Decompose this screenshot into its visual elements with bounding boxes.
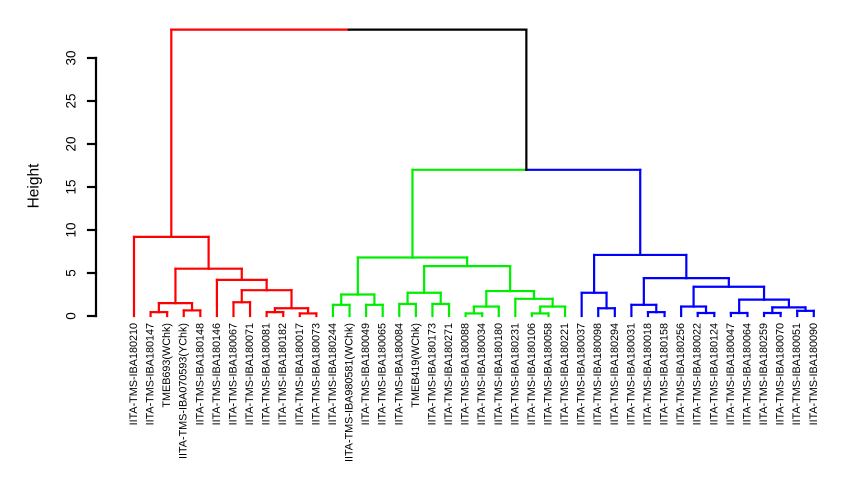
leaf-label: IITA-TMS-IBA180244 xyxy=(327,323,339,425)
leaf-label: IITA-TMS-IBA180158 xyxy=(659,323,671,425)
leaf-label: IITA-TMS-IBA180173 xyxy=(426,323,438,425)
leaf-label: IITA-TMS-IBA180098 xyxy=(592,323,604,425)
leaf-label: IITA-TMS-IBA180081 xyxy=(261,323,273,425)
leaf-label: IITA-TMS-IBA180106 xyxy=(526,323,538,425)
leaf-label: IITA-TMS-IBA180058 xyxy=(543,323,555,425)
leaf-label: IITA-TMS-IBA180180 xyxy=(493,323,505,425)
leaf-label: IITA-TMS-IBA180294 xyxy=(609,323,621,425)
leaf-label: IITA-TMS-IBA180084 xyxy=(393,323,405,425)
leaf-label: IITA-TMS-IBA180147 xyxy=(145,323,157,425)
leaf-label: IITA-TMS-IBA180073 xyxy=(310,323,322,425)
leaf-label: IITA-TMS-IBA980581(WChk) xyxy=(344,323,356,462)
leaf-label: IITA-TMS-IBA180124 xyxy=(708,323,720,425)
leaf-label: IITA-TMS-IBA180049 xyxy=(360,323,372,425)
leaf-label: IITA-TMS-IBA180064 xyxy=(741,323,753,425)
y-tick-label: 30 xyxy=(64,50,79,65)
y-tick-label: 15 xyxy=(64,179,79,194)
leaf-label: IITA-TMS-IBA180037 xyxy=(576,323,588,425)
leaf-label: IITA-TMS-IBA180017 xyxy=(294,323,306,425)
leaf-label: IITA-TMS-IBA180210 xyxy=(128,323,140,425)
y-axis-title: Height xyxy=(26,163,43,208)
y-tick-label: 25 xyxy=(64,93,79,108)
y-tick-label: 0 xyxy=(64,312,79,320)
leaf-label: TMEB419(WChk) xyxy=(410,323,422,408)
leaf-label: IITA-TMS-IBA180065 xyxy=(377,323,389,425)
y-tick-label: 10 xyxy=(64,222,79,237)
leaf-label: IITA-TMS-IBA180231 xyxy=(509,323,521,425)
leaf-label: IITA-TMS-IBA180022 xyxy=(692,323,704,425)
leaf-label: IITA-TMS-IBA180070 xyxy=(775,323,787,425)
leaf-label: IITA-TMS-IBA180256 xyxy=(675,323,687,425)
leaf-label: IITA-TMS-IBA180047 xyxy=(725,323,737,425)
leaf-label: IITA-TMS-IBA180259 xyxy=(758,323,770,425)
leaf-label: IITA-TMS-IBA180146 xyxy=(211,323,223,425)
y-tick-label: 5 xyxy=(64,269,79,277)
leaf-label: IITA-TMS-IBA070593(YChk) xyxy=(178,323,190,459)
y-tick-label: 20 xyxy=(64,136,79,151)
leaf-label: IITA-TMS-IBA180271 xyxy=(443,323,455,425)
leaf-label: IITA-TMS-IBA180090 xyxy=(808,323,820,425)
leaf-label: IITA-TMS-IBA180018 xyxy=(642,323,654,425)
leaf-label: IITA-TMS-IBA180148 xyxy=(194,323,206,425)
leaf-label: IITA-TMS-IBA180088 xyxy=(460,323,472,425)
leaf-label: IITA-TMS-IBA180031 xyxy=(625,323,637,425)
leaf-label: TMEB693(WChk) xyxy=(161,323,173,408)
leaf-label: IITA-TMS-IBA180182 xyxy=(277,323,289,425)
leaf-label: IITA-TMS-IBA180071 xyxy=(244,323,256,425)
leaf-label: IITA-TMS-IBA180034 xyxy=(476,323,488,425)
leaf-label: IITA-TMS-IBA180067 xyxy=(227,323,239,425)
leaf-label: IITA-TMS-IBA180221 xyxy=(559,323,571,425)
leaf-label: IITA-TMS-IBA180051 xyxy=(791,323,803,425)
